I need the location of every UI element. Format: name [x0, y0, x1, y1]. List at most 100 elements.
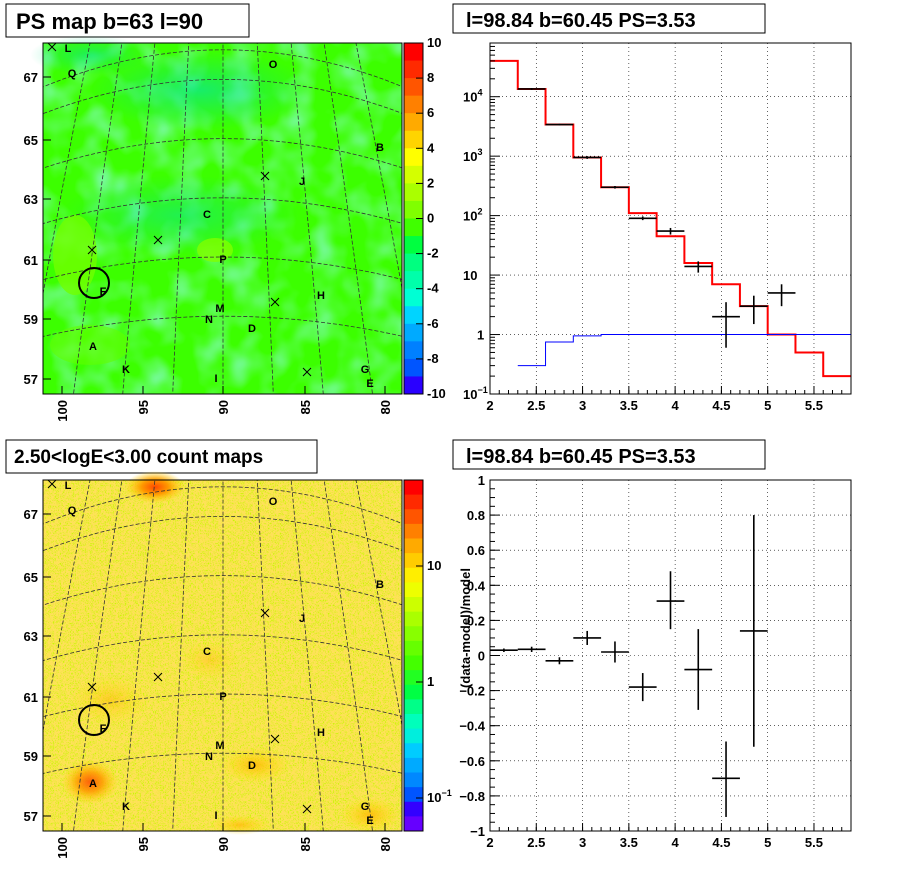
- colorbar-bin: [404, 200, 423, 219]
- source-label: G: [361, 801, 370, 813]
- source-label: I: [214, 373, 217, 385]
- spectrum-panel: l=98.84 b=60.45 PS=3.53 2 2.5 3 3.5 4 4.5 5 5.5…: [452, 3, 852, 413]
- longitude-line: [323, 43, 373, 394]
- colorbar-label: -6: [427, 316, 439, 331]
- x-tick-label: 3: [579, 835, 586, 850]
- source-label: J: [299, 176, 305, 188]
- latitude-line: [43, 515, 402, 552]
- count-map-axis-ticks: 67 65 63 61 59 57 100 95 90 85 80: [24, 507, 393, 859]
- source-cross: [260, 608, 270, 618]
- count-map-coordinate-grid: [43, 480, 402, 831]
- y-tick-label: 0.2: [467, 613, 485, 628]
- spectrum-frame: [489, 42, 852, 395]
- y-tick-label: −0.2: [459, 684, 485, 699]
- longitude-line: [122, 480, 156, 831]
- y-tick-label: 67: [24, 507, 38, 522]
- y-tick-label: 63: [24, 192, 38, 207]
- colorbar-label: 4: [427, 140, 435, 155]
- ps-map-source-markers: L Q O B J C P F H MN D A K I GE: [47, 43, 384, 390]
- source-label: K: [122, 364, 130, 376]
- source-label: A: [89, 778, 97, 790]
- colorbar-bin: [404, 670, 423, 686]
- colorbar-bin: [404, 699, 423, 715]
- colorbar-bin: [404, 509, 423, 525]
- y-tick-label: 10−1: [463, 385, 488, 402]
- colorbar-label: 10−1: [427, 788, 452, 805]
- longitude-line: [256, 480, 274, 831]
- x-tick-label: 3: [579, 398, 586, 413]
- residual-panel: l=98.84 b=60.45 PS=3.53 (data-model)/mod…: [452, 439, 852, 850]
- x-tick-label: 4: [672, 398, 680, 413]
- source-label: F: [100, 286, 107, 298]
- latitude-line: [43, 49, 402, 88]
- residual-plot: 2 2.5 3 3.5 4 4.5 5 5.5 1 0.8 0.6 0.4 0.2 0 −0.2 −0.4 −0…: [459, 473, 852, 850]
- colorbar-label: -4: [427, 281, 439, 296]
- source-cross: [270, 734, 280, 744]
- count-map-panel: 2.50<logE<3.00 count maps 67 65 63 61 59 57 10…: [5, 439, 452, 859]
- y-tick-label: 57: [24, 372, 38, 387]
- source-label: N: [205, 751, 213, 763]
- colorbar-label: -10: [427, 386, 446, 401]
- y-tick-label: 104: [463, 88, 482, 105]
- y-tick-label: 0.4: [467, 578, 486, 593]
- latitude-line: [43, 138, 402, 169]
- y-tick-label: 0.8: [467, 508, 485, 523]
- colorbar-bin: [404, 743, 423, 759]
- count-map-title: 2.50<logE<3.00 count maps: [14, 447, 263, 468]
- longitude-line: [172, 43, 190, 394]
- colorbar-label: 1: [427, 674, 434, 689]
- ps-map-image: [30, 35, 402, 394]
- colorbar-bin: [404, 236, 423, 255]
- source-cross: [270, 297, 280, 307]
- source-label: O: [269, 496, 278, 508]
- colorbar-bin: [404, 358, 423, 377]
- longitude-line: [172, 480, 190, 831]
- y-tick-label: 57: [24, 809, 38, 824]
- x-tick-label: 2.5: [527, 398, 545, 413]
- source-label: B: [376, 142, 384, 154]
- source-cross: [153, 235, 163, 245]
- x-tick-label: 100: [55, 837, 70, 859]
- longitude-line: [43, 480, 91, 734]
- source-label: C: [203, 646, 211, 658]
- source-label: P: [219, 691, 226, 703]
- colorbar-bin: [404, 684, 423, 700]
- colorbar-bin: [404, 494, 423, 510]
- count-map-image: [43, 471, 402, 835]
- x-tick-label: 2: [486, 835, 493, 850]
- source-label: C: [203, 209, 211, 221]
- colorbar-bin: [404, 306, 423, 325]
- x-tick-label: 100: [55, 400, 70, 422]
- ps-map-coordinate-grid: [43, 43, 402, 394]
- colorbar-bin: [404, 538, 423, 554]
- longitude-line: [256, 43, 274, 394]
- source-label: F: [100, 723, 107, 735]
- colorbar-bin: [404, 253, 423, 272]
- y-tick-label: 1: [477, 328, 484, 343]
- longitude-line: [355, 43, 402, 291]
- source-label: N: [205, 314, 213, 326]
- colorbar-bin: [404, 113, 423, 132]
- count-map-colorbar: 10 1 10−1: [403, 479, 452, 832]
- count-map-title-box: [5, 439, 318, 474]
- spectrum-title: l=98.84 b=60.45 PS=3.53: [466, 10, 696, 32]
- source-cross: [302, 367, 312, 377]
- colorbar-bin: [404, 816, 423, 832]
- source-label: Q: [68, 68, 77, 80]
- longitude-line: [73, 43, 123, 394]
- y-tick-label: 59: [24, 749, 38, 764]
- source-label: O: [269, 59, 278, 71]
- y-tick-label: −0.4: [459, 719, 485, 734]
- colorbar-bin: [404, 611, 423, 627]
- longitude-line: [290, 43, 324, 394]
- colorbar-bin: [404, 60, 423, 79]
- source-cross: [47, 43, 57, 52]
- x-tick-label: 4: [672, 835, 680, 850]
- x-tick-label: 95: [136, 400, 151, 414]
- longitude-line: [73, 480, 123, 831]
- residual-y-axis-label: (data-model)/model: [458, 568, 473, 688]
- longitude-line: [122, 43, 156, 394]
- latitude-line: [43, 634, 402, 661]
- x-tick-label: 95: [136, 837, 151, 851]
